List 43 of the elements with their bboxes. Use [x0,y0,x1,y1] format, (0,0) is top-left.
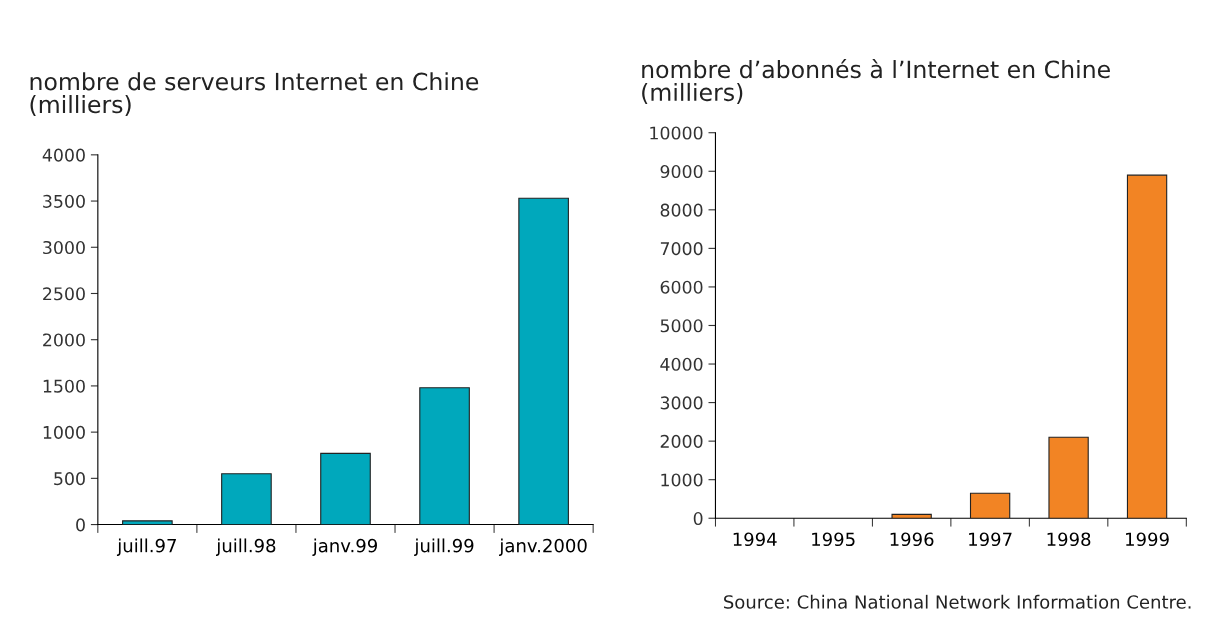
bar [1126,174,1168,519]
y-tick-label: 8000 [660,203,703,217]
y-tick-label: 2000 [43,333,85,347]
bar [1048,436,1089,519]
y-tick-label: 500 [54,472,85,486]
y-tick-label: 10000 [650,126,703,140]
x-tick-label: juill.97 [116,538,176,556]
bar [320,452,371,525]
bar [419,387,470,525]
x-tick-label: janv.2000 [499,538,587,556]
y-tick-label: 9000 [660,164,703,179]
bar [122,520,173,525]
y-tick-label: 7000 [660,242,703,256]
x-tick-label: juill.99 [414,538,474,556]
chart-title: nombre de serveurs Internet en Chine (milliers) [30,72,479,117]
y-tick-label: 6000 [660,280,703,294]
x-tick-label: juill.98 [216,538,276,556]
y-tick-label: 1500 [43,379,85,393]
y-tick-label: 1000 [43,425,85,439]
x-tick-label: 1995 [812,532,855,547]
bar [891,513,932,519]
y-tick-label: 3500 [43,194,85,208]
y-tick-label: 0 [76,518,85,532]
x-tick-label: janv.99 [312,538,377,556]
bar [969,492,1011,519]
y-tick-label: 5000 [660,319,703,333]
x-tick-label: 1996 [890,532,934,547]
x-tick-label: 1997 [969,532,1012,547]
y-tick-label: 1000 [661,473,703,487]
y-tick-label: 4000 [42,148,85,162]
y-tick-label: 2000 [660,434,703,448]
x-tick-label: 1994 [733,532,777,547]
bar [221,473,272,525]
x-tick-label: 1998 [1047,532,1091,547]
y-tick-label: 0 [693,511,703,526]
bar [518,197,569,525]
chart-title: nombre d’abonnés à l’Internet en Chine (milliers) [642,59,1110,104]
y-tick-label: 3000 [660,396,703,410]
x-tick-label: 1999 [1126,532,1169,547]
y-tick-label: 3000 [43,240,85,255]
y-tick-label: 2500 [43,287,85,301]
y-tick-label: 4000 [660,357,703,371]
source-note: Source: China National Network Information Centre. [724,594,1191,609]
